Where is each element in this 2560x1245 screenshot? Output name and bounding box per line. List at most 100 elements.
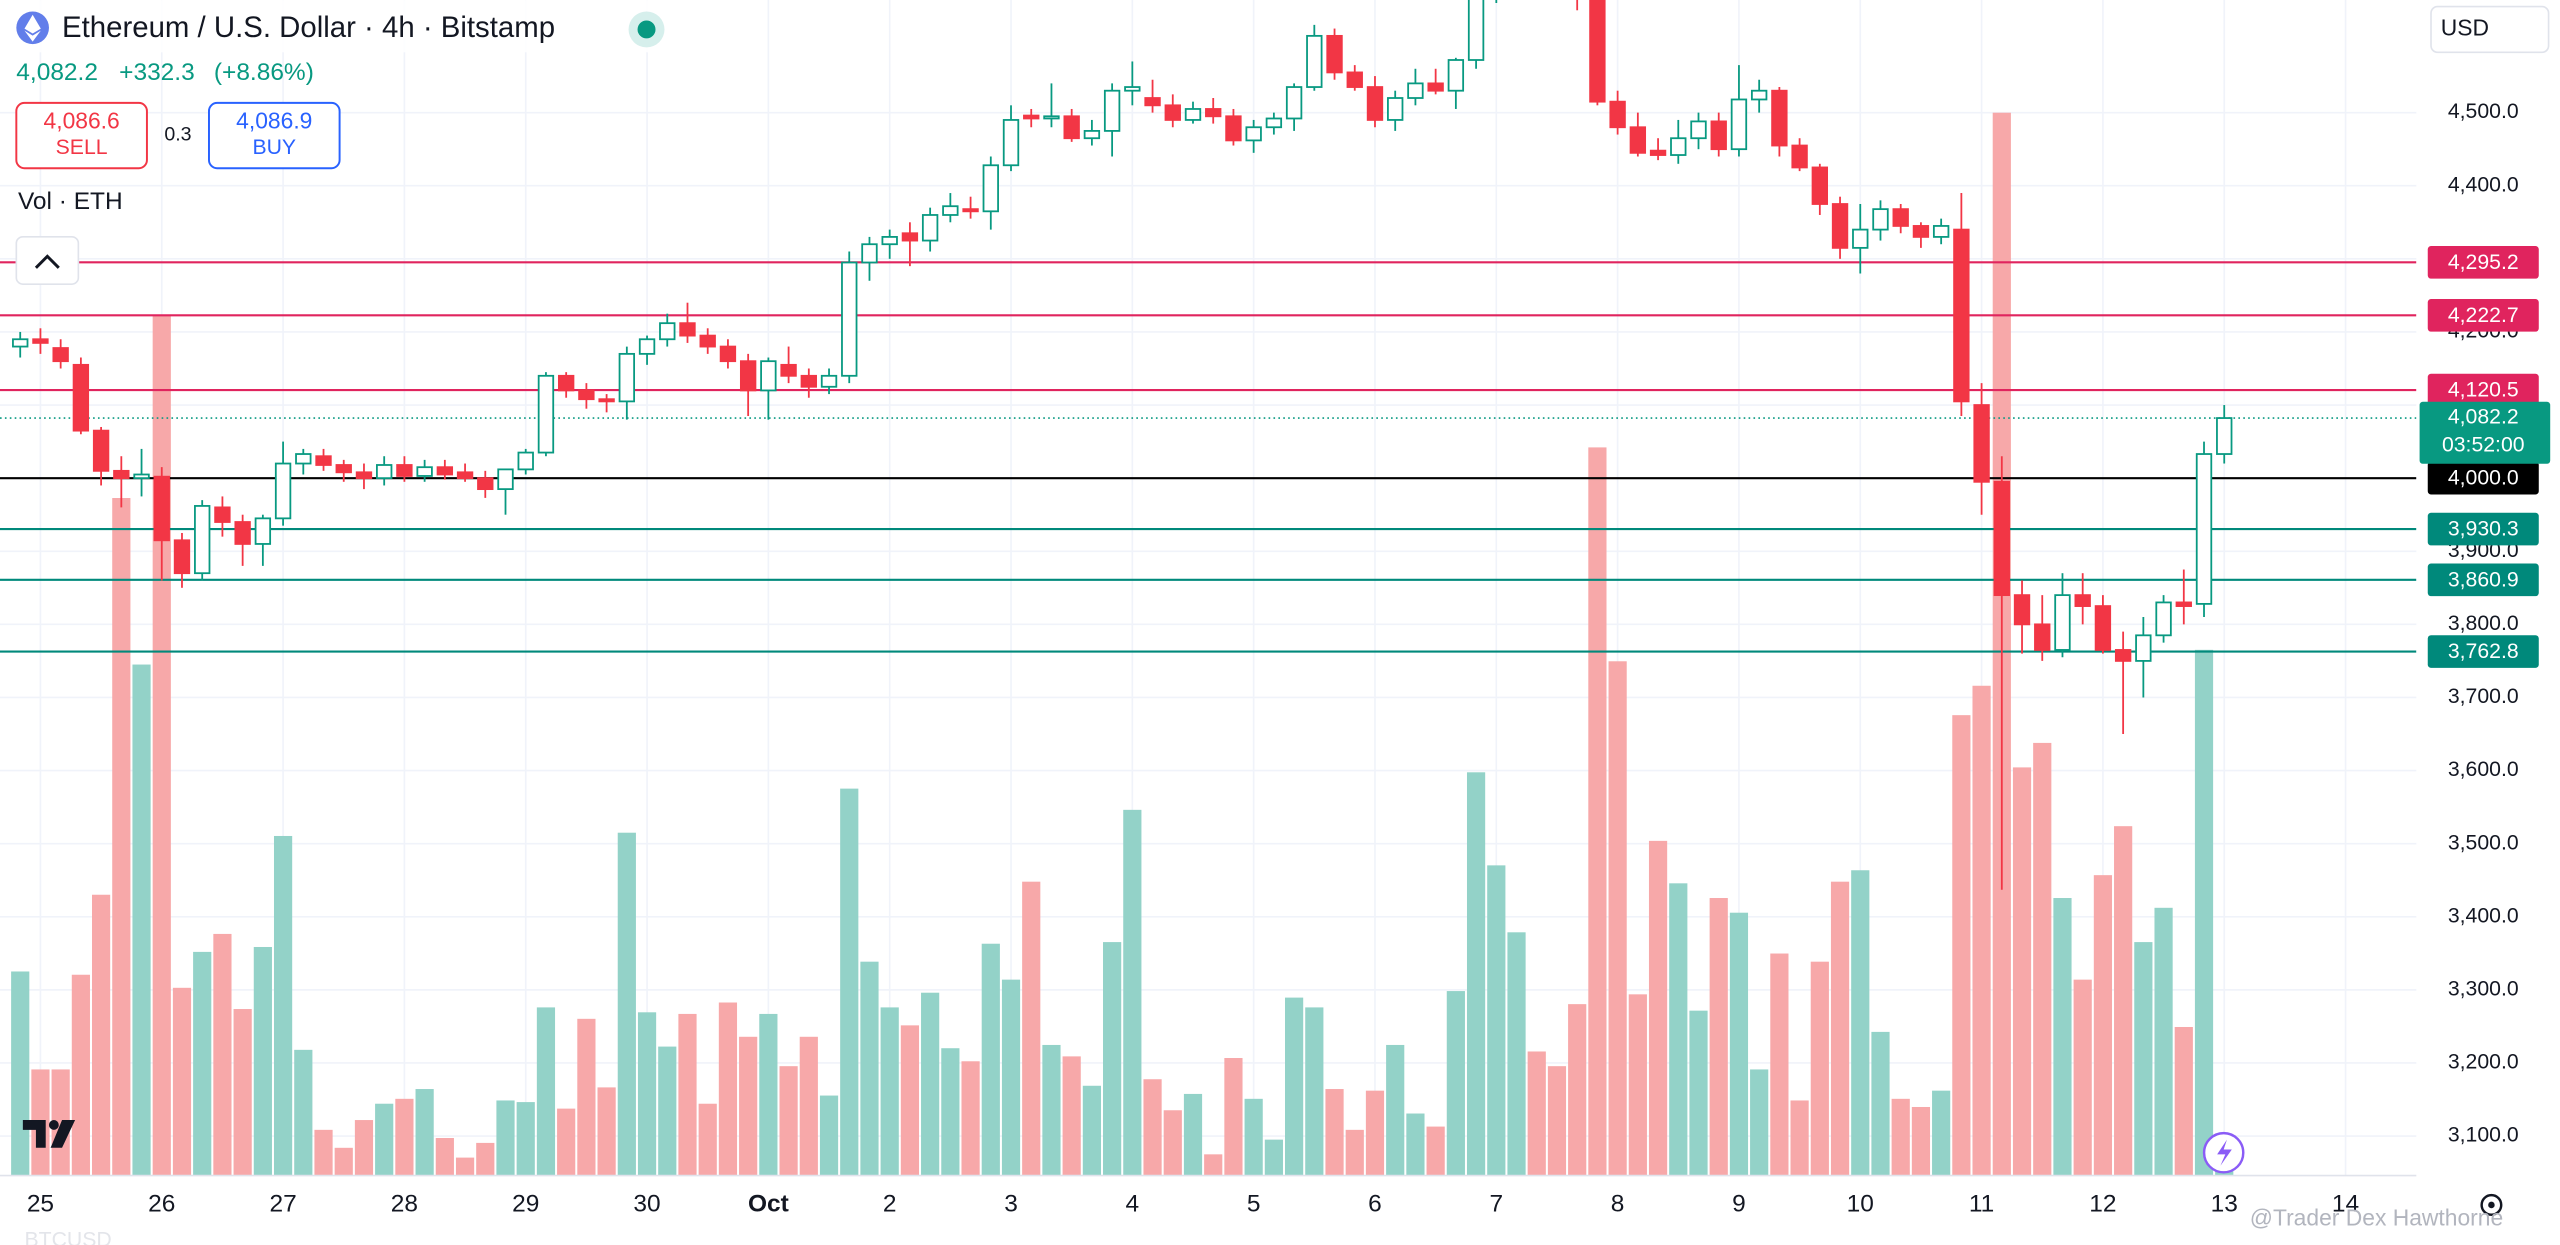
candle-body: [1285, 86, 1303, 120]
volume-bar: [779, 1066, 798, 1176]
volume-bar: [557, 1108, 576, 1176]
volume-bar: [1426, 1126, 1445, 1176]
grid: [0, 0, 2417, 1176]
currency-button[interactable]: USD: [2430, 5, 2550, 54]
volume-bar: [840, 788, 859, 1176]
volume-bar: [193, 951, 212, 1176]
collapse-box[interactable]: [15, 235, 80, 285]
candle-body: [1447, 59, 1465, 92]
candle-body: [820, 374, 838, 388]
volume-bar: [2194, 649, 2214, 1176]
buy-button[interactable]: 4,086.9 BUY: [208, 101, 341, 170]
volume-bar: [455, 1157, 475, 1176]
candle-body: [2114, 649, 2132, 662]
level-label: 3,930.3: [2448, 518, 2519, 541]
currency-box[interactable]: [2430, 5, 2550, 54]
candle-body: [52, 347, 69, 363]
volume-bar: [1851, 870, 1870, 1176]
volume-bar: [395, 1098, 414, 1176]
volume-bar: [132, 664, 151, 1176]
volume-bar: [1305, 1007, 1324, 1176]
buy-box[interactable]: [208, 101, 341, 170]
volume-bar: [1527, 1051, 1546, 1176]
level-label-box: [2427, 461, 2539, 495]
candle-body: [557, 374, 575, 392]
candle-body: [396, 464, 413, 477]
candle-body: [1932, 225, 1950, 238]
volume-bar: [880, 1007, 899, 1176]
volume-bar: [1729, 912, 1749, 1176]
x-tick-label: 5: [1247, 1190, 1261, 1217]
volume-bar: [1932, 1090, 1951, 1176]
symbol-watermark: BTCUSD: [24, 1228, 111, 1245]
volume-bar: [354, 1120, 374, 1176]
sell-box[interactable]: [15, 101, 148, 170]
volume-bar: [516, 1102, 535, 1176]
volume-bar: [1608, 661, 1627, 1176]
buy-label[interactable]: BUY: [252, 136, 296, 159]
volume-bar: [698, 1103, 717, 1176]
y-tick-label: 3,600.0: [2448, 758, 2519, 781]
candle-body: [1831, 203, 1849, 249]
volume-bar: [1062, 1056, 1081, 1176]
candle-body: [1953, 228, 1970, 403]
volume-bar: [2134, 942, 2153, 1176]
candle-body: [1670, 137, 1687, 156]
assistant-button[interactable]: [2202, 1131, 2245, 1174]
candle-body: [456, 471, 474, 480]
volume-bar: [1001, 979, 1021, 1176]
candle-body: [598, 398, 615, 403]
volume-bar: [739, 1036, 758, 1176]
x-tick-label: 13: [2211, 1190, 2238, 1217]
volume-bar: [1689, 1010, 1708, 1176]
y-tick-label: 3,800.0: [2448, 612, 2519, 635]
volume-bar: [1628, 994, 1647, 1176]
x-tick-label: 3: [1004, 1190, 1018, 1217]
volume-bar: [678, 1013, 697, 1176]
candle-body: [153, 475, 170, 542]
candle-body: [1771, 89, 1788, 147]
volume-bar: [1830, 881, 1850, 1176]
volume-bar: [2093, 875, 2113, 1176]
candle-body: [2195, 453, 2213, 605]
volume-bar: [1952, 715, 1971, 1176]
volume-bar: [1204, 1154, 1223, 1176]
candle-body: [214, 506, 231, 523]
volume-bar: [2154, 907, 2173, 1176]
settings-button[interactable]: [2480, 1193, 2503, 1216]
volume-bar: [1972, 685, 1991, 1176]
sell-button[interactable]: 4,086.6 SELL: [15, 101, 148, 170]
candle-body: [72, 363, 90, 432]
collapse-button[interactable]: [15, 235, 80, 285]
collapse-chevron[interactable]: [34, 254, 60, 269]
last-price-label: 4,082.2: [2448, 406, 2519, 429]
settings-gear[interactable]: [2480, 1193, 2503, 1216]
x-tick-label: 11: [1969, 1190, 1994, 1217]
candle-body: [1103, 89, 1121, 132]
sell-price[interactable]: 4,086.6: [44, 108, 120, 134]
y-tick-label: 3,700.0: [2448, 685, 2519, 708]
candle-body: [2034, 623, 2051, 651]
volume-bar: [152, 315, 171, 1176]
volume-bar: [435, 1138, 454, 1176]
candle-body: [1912, 225, 1930, 238]
candle-body: [1002, 119, 1020, 167]
assistant-bolt[interactable]: [2217, 1139, 2232, 1166]
logo-part: [22, 1120, 46, 1148]
watermark: @Trader Dex Hawthorne: [2250, 1205, 2503, 1231]
sell-label[interactable]: SELL: [56, 136, 108, 159]
currency-label[interactable]: USD: [2441, 14, 2489, 40]
x-tick-label: 26: [148, 1190, 175, 1217]
candle-body: [416, 466, 433, 477]
candle-body: [2074, 594, 2091, 607]
level-label-box: [2427, 299, 2539, 332]
volume-bar: [921, 992, 940, 1176]
volume-bar: [860, 961, 879, 1176]
candle-body: [2094, 605, 2112, 651]
volume-bar: [496, 1100, 515, 1176]
volume-bar: [2073, 979, 2092, 1176]
candle-body: [1629, 126, 1647, 154]
candle-body: [618, 352, 636, 403]
buy-price[interactable]: 4,086.9: [236, 108, 312, 134]
settings-hub[interactable]: [2488, 1201, 2495, 1209]
